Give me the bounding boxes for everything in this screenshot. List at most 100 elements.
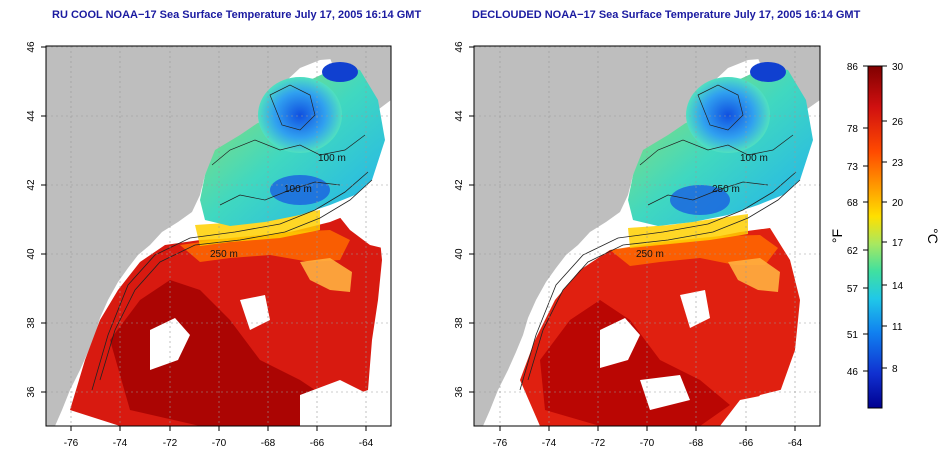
bathymetry-contour (91, 171, 369, 391)
cloud-patch (740, 385, 820, 426)
warm-eddy (728, 258, 780, 292)
fahrenheit-unit-label: °F (829, 229, 845, 243)
celsius-tick-marks (882, 65, 887, 369)
cloud-patch (300, 380, 391, 426)
bay-of-fundy-cold (322, 62, 358, 82)
bathymetry-contour (269, 84, 316, 131)
cloud-patch (150, 318, 190, 370)
lon-tick-label: -64 (788, 438, 803, 449)
lon-tick-label: -64 (359, 438, 374, 449)
georges-bank-cold (270, 175, 330, 205)
right-panel-title: DECLOUDED NOAA−17 Sea Surface Temperatur… (472, 9, 861, 21)
lat-tick-label: 40 (454, 248, 465, 260)
lon-tick-label: -72 (591, 438, 606, 449)
contour-label: 250 m (636, 249, 664, 260)
lat-tick-label: 36 (454, 386, 465, 398)
right-lon-ticks (469, 46, 796, 431)
celsius-ticks: 30 26 23 20 17 14 11 8 (892, 62, 904, 375)
bathymetry-contour (519, 171, 797, 391)
lat-tick-label: 44 (454, 110, 465, 122)
celsius-tick-label: 11 (892, 322, 903, 333)
lon-tick-label: -66 (310, 438, 325, 449)
lat-tick-label: 46 (26, 41, 37, 53)
lat-tick-label: 40 (26, 248, 37, 260)
lon-tick-label: -70 (640, 438, 655, 449)
fahrenheit-tick-label: 46 (847, 367, 859, 378)
lon-tick-label: -68 (689, 438, 704, 449)
cloud-patch (640, 375, 690, 410)
right-lat-axis: 36 38 40 42 44 46 (454, 41, 465, 398)
fahrenheit-ticks: 86 78 73 68 62 57 51 46 (847, 62, 859, 378)
bay-of-fundy-cold (750, 62, 786, 82)
fahrenheit-tick-label: 62 (847, 246, 859, 257)
bathymetry-contour (639, 134, 794, 166)
fahrenheit-tick-label: 51 (847, 330, 859, 341)
celsius-tick-label: 20 (892, 198, 904, 209)
lat-tick-label: 42 (454, 179, 465, 191)
colorbar (867, 65, 883, 409)
fahrenheit-tick-label: 78 (847, 124, 859, 135)
graticule (474, 46, 820, 426)
fahrenheit-tick-marks (863, 65, 868, 372)
celsius-tick-label: 26 (892, 117, 904, 128)
yellow-front (628, 214, 748, 248)
fahrenheit-tick-label: 68 (847, 198, 859, 209)
contour-label: 250 m (210, 249, 238, 260)
lat-tick-label: 44 (26, 110, 37, 122)
lon-tick-label: -68 (261, 438, 276, 449)
fahrenheit-tick-label: 86 (847, 62, 859, 73)
bathymetry-contour (527, 179, 801, 381)
lon-tick-label: -76 (64, 438, 79, 449)
lon-tick-label: -72 (163, 438, 178, 449)
left-lon-ticks (41, 46, 367, 431)
lon-tick-label: -70 (212, 438, 227, 449)
cloud-patch (330, 200, 391, 250)
gulf-of-maine-cold (258, 77, 342, 153)
left-lon-axis: -76 -74 -72 -70 -68 -66 -64 (64, 438, 374, 449)
bathymetry-contour (697, 84, 744, 131)
cloud-patch (600, 318, 640, 368)
contour-label: 250 m (712, 184, 740, 195)
bathymetry-contour (219, 181, 341, 206)
right-lon-axis: -76 -74 -72 -70 -68 -66 -64 (493, 438, 803, 449)
bathymetry-contour (99, 179, 373, 381)
celsius-tick-label: 14 (892, 281, 904, 292)
left-map (46, 46, 391, 426)
lat-tick-label: 42 (26, 179, 37, 191)
contour-label: 100 m (284, 184, 312, 195)
lon-tick-label: -66 (739, 438, 754, 449)
celsius-tick-label: 17 (892, 238, 904, 249)
right-map (474, 46, 820, 426)
lat-tick-label: 36 (26, 386, 37, 398)
lat-tick-label: 38 (26, 317, 37, 329)
lat-tick-label: 38 (454, 317, 465, 329)
contour-label: 100 m (740, 153, 768, 164)
celsius-tick-label: 23 (892, 158, 904, 169)
lon-tick-label: -74 (542, 438, 557, 449)
land-mass (474, 46, 820, 426)
left-panel-title: RU COOL NOAA−17 Sea Surface Temperature … (52, 9, 422, 21)
celsius-tick-label: 8 (892, 364, 898, 375)
cloud-patch (680, 290, 710, 328)
land-mass (46, 46, 391, 426)
warm-eddy (300, 258, 352, 292)
gulf-stream-core (110, 280, 330, 426)
celsius-tick-label: 30 (892, 62, 904, 73)
bathymetry-contour (211, 134, 366, 166)
contour-label: 100 m (318, 153, 346, 164)
celsius-unit-label: °C (925, 228, 941, 244)
graticule (46, 46, 391, 426)
lon-tick-label: -76 (493, 438, 508, 449)
georges-bank-cold (670, 185, 730, 215)
lon-tick-label: -74 (113, 438, 128, 449)
left-lat-axis: 36 38 40 42 44 46 (26, 41, 37, 398)
fahrenheit-tick-label: 57 (847, 284, 859, 295)
lat-tick-label: 46 (454, 41, 465, 53)
gulf-of-maine-cold (686, 77, 770, 153)
cloud-patch (758, 200, 820, 250)
cloud-patch (240, 295, 270, 330)
fahrenheit-tick-label: 73 (847, 162, 859, 173)
bathymetry-contour (647, 181, 769, 206)
orange-front (610, 235, 778, 266)
